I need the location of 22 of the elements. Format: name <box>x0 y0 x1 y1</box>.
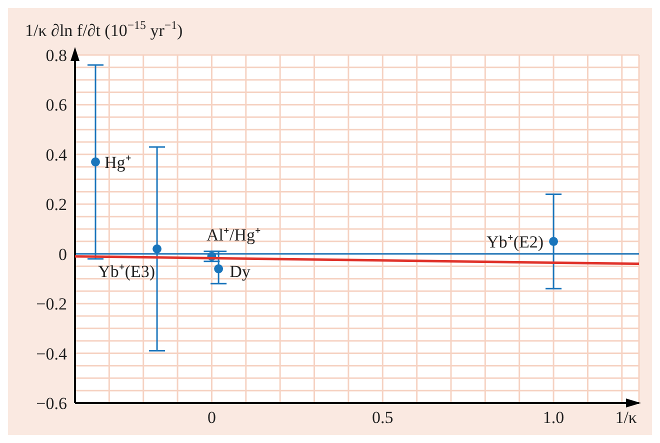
x-tick-label: 1.0 <box>542 408 564 428</box>
point <box>549 236 558 246</box>
point <box>214 264 224 274</box>
annotation: Dy <box>230 262 251 281</box>
y-tick-label: 0.8 <box>46 46 67 66</box>
x-tick-label: 0 <box>207 408 216 428</box>
annotation: Hg⁺ <box>104 152 132 172</box>
y-axis-title: 1/κ ∂ln f/∂t (10$^{−15}$ yr$^{−1}$) <box>25 18 183 40</box>
point <box>91 157 100 166</box>
x-axis-title: 1/κ <box>615 408 638 427</box>
y-tick-label: −0.2 <box>36 294 67 314</box>
annotation: Al⁺/Hg⁺ <box>206 225 261 244</box>
y-tick-label: −0.4 <box>36 344 68 364</box>
y-tick-label: 0.4 <box>46 145 68 164</box>
annotation: Yb⁺(E3) <box>98 262 156 281</box>
y-tick-label: 0.2 <box>46 195 67 214</box>
y-tick-label: 0.6 <box>46 96 67 115</box>
y-tick-label: 0 <box>58 244 67 264</box>
y-tick-label: −0.6 <box>36 394 67 414</box>
point <box>152 244 162 254</box>
annotation: Yb⁺(E2) <box>486 232 544 252</box>
x-tick-label: 0.5 <box>372 408 394 428</box>
